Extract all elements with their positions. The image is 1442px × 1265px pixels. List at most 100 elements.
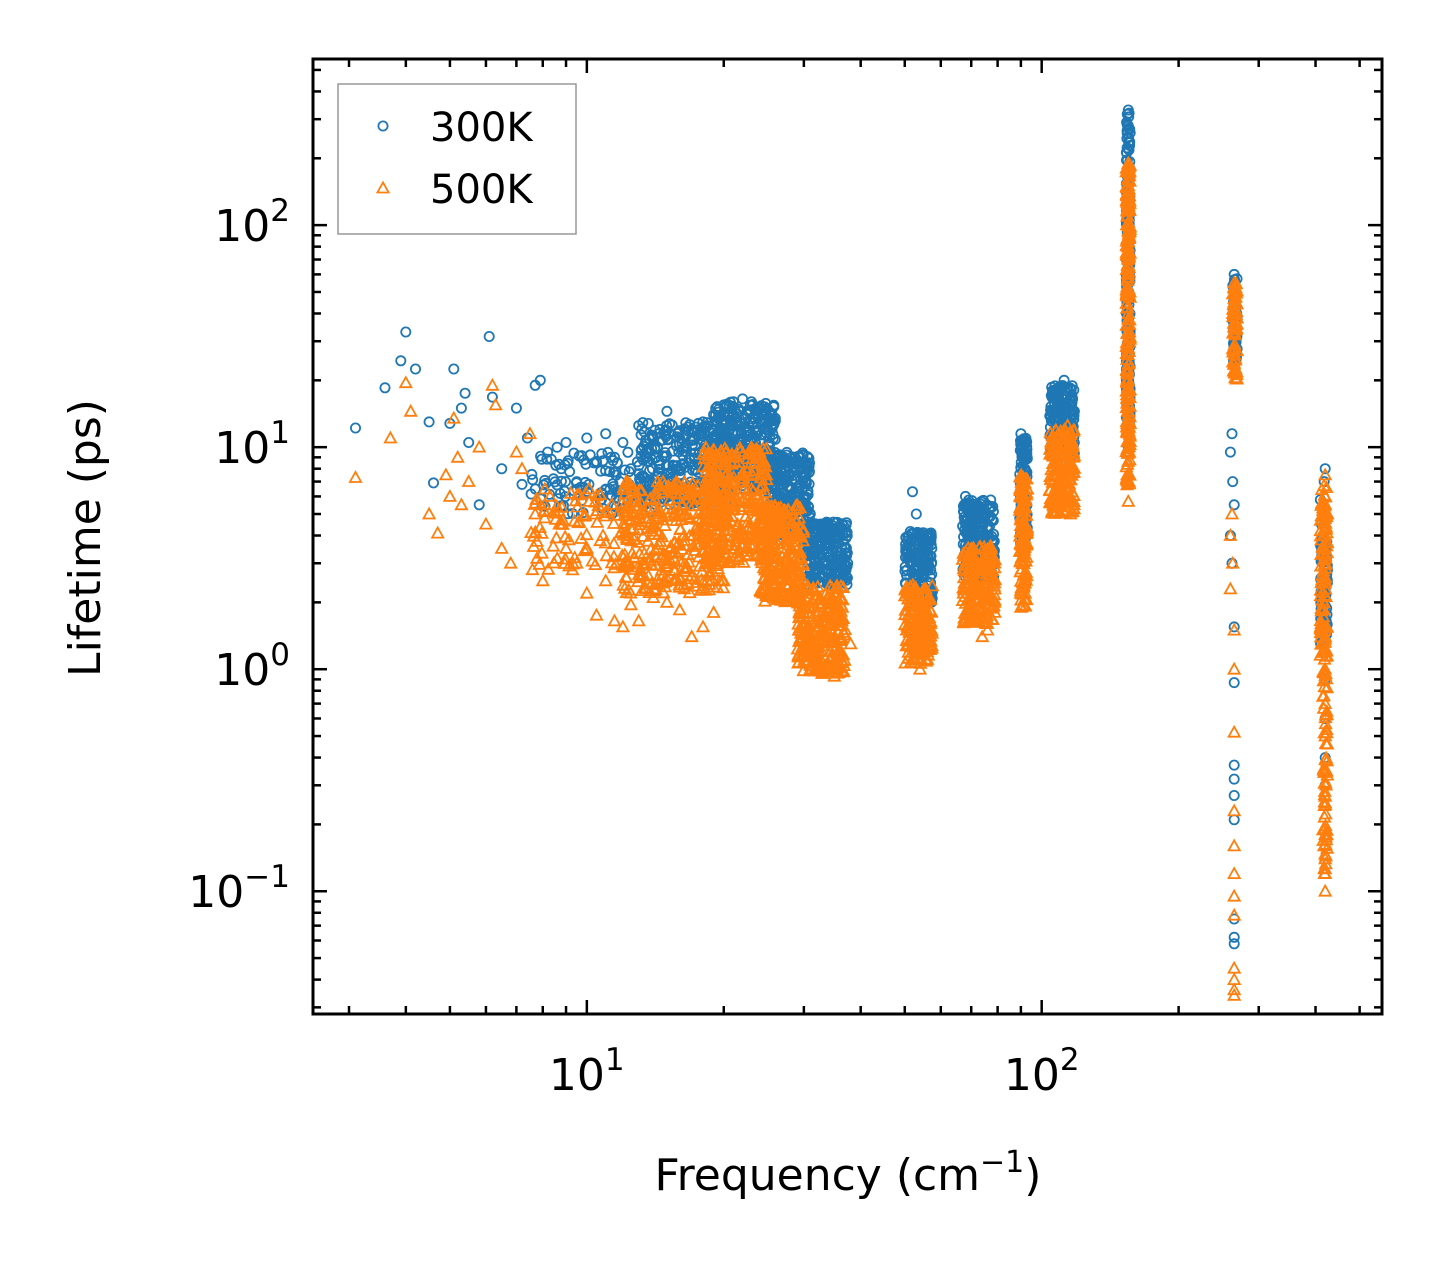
point-500k — [758, 580, 773, 594]
point-500k — [572, 514, 587, 528]
point-500k — [643, 552, 658, 566]
point-500k — [631, 613, 646, 627]
point-500k — [1318, 750, 1334, 764]
point-300k — [972, 522, 984, 534]
point-500k — [984, 612, 1000, 625]
point-500k — [1055, 452, 1071, 466]
point-500k — [1122, 397, 1137, 411]
point-500k — [1121, 252, 1136, 265]
point-500k — [1313, 547, 1329, 560]
point-500k — [1318, 883, 1333, 897]
point-300k — [988, 528, 1000, 540]
point-300k — [904, 526, 916, 538]
point-500k — [788, 512, 804, 526]
point-300k — [633, 420, 645, 432]
point-500k — [670, 536, 685, 550]
point-500k — [728, 487, 743, 501]
point-300k — [1055, 384, 1067, 396]
point-300k — [801, 451, 813, 463]
point-500k — [1013, 599, 1029, 613]
point-500k — [563, 485, 579, 499]
point-300k — [800, 471, 812, 483]
point-300k — [750, 426, 762, 438]
point-500k — [542, 488, 558, 502]
point-500k — [783, 583, 799, 596]
point-500k — [650, 506, 666, 520]
point-500k — [925, 578, 940, 592]
point-300k — [1228, 677, 1240, 689]
point-500k — [640, 574, 655, 588]
point-300k — [581, 432, 593, 444]
point-300k — [661, 405, 673, 417]
point-500k — [1224, 506, 1240, 520]
point-500k — [961, 613, 976, 626]
point-500k — [1044, 462, 1059, 476]
point-500k — [1063, 472, 1078, 486]
point-300k — [560, 476, 572, 488]
point-500k — [710, 541, 726, 555]
point-500k — [585, 553, 600, 567]
point-500k — [1314, 496, 1329, 509]
point-500k — [975, 552, 990, 566]
point-500k — [726, 528, 741, 542]
point-500k — [616, 515, 631, 529]
point-500k — [1227, 291, 1242, 305]
point-500k — [1314, 575, 1329, 589]
point-500k — [1226, 343, 1242, 356]
point-500k — [708, 522, 723, 536]
point-500k — [706, 461, 721, 475]
point-300k — [617, 436, 629, 448]
point-300k — [697, 416, 709, 428]
point-500k — [1016, 566, 1032, 580]
point-500k — [442, 488, 458, 502]
point-500k — [815, 661, 830, 675]
point-500k — [980, 622, 995, 636]
point-500k — [900, 591, 916, 605]
point-500k — [792, 500, 808, 514]
point-500k — [831, 625, 846, 639]
point-500k — [615, 619, 631, 633]
point-500k — [640, 533, 656, 547]
point-300k — [776, 484, 788, 496]
point-500k — [1122, 229, 1137, 243]
point-500k — [836, 664, 851, 677]
point-500k — [1060, 418, 1075, 432]
point-300k — [541, 453, 553, 465]
point-500k — [811, 595, 826, 609]
point-300k — [820, 563, 832, 575]
point-500k — [792, 598, 807, 612]
point-500k — [1318, 488, 1333, 502]
point-300k — [713, 428, 725, 440]
point-500k — [1121, 383, 1136, 397]
point-500k — [685, 475, 700, 489]
point-500k — [546, 555, 562, 569]
point-300k — [646, 463, 658, 475]
point-500k — [740, 482, 756, 496]
point-500k — [1059, 447, 1075, 461]
point-300k — [510, 402, 522, 414]
point-500k — [706, 443, 722, 456]
point-500k — [924, 604, 939, 617]
point-500k — [692, 558, 707, 572]
point-300k — [817, 518, 829, 530]
point-500k — [1065, 439, 1081, 453]
point-500k — [702, 548, 717, 562]
point-500k — [902, 618, 917, 632]
point-500k — [1318, 795, 1333, 809]
point-500k — [711, 547, 727, 561]
point-500k — [765, 538, 780, 551]
point-500k — [383, 430, 398, 444]
point-300k — [455, 402, 467, 414]
point-500k — [1017, 515, 1032, 529]
point-300k — [571, 476, 583, 488]
point-500k — [828, 613, 843, 627]
point-300k — [730, 416, 742, 428]
point-300k — [689, 458, 701, 470]
point-500k — [795, 557, 810, 571]
point-500k — [651, 536, 666, 550]
point-500k — [1121, 474, 1136, 487]
point-500k — [702, 567, 717, 581]
point-500k — [911, 620, 926, 634]
point-500k — [650, 474, 665, 488]
point-300k — [1228, 759, 1240, 771]
